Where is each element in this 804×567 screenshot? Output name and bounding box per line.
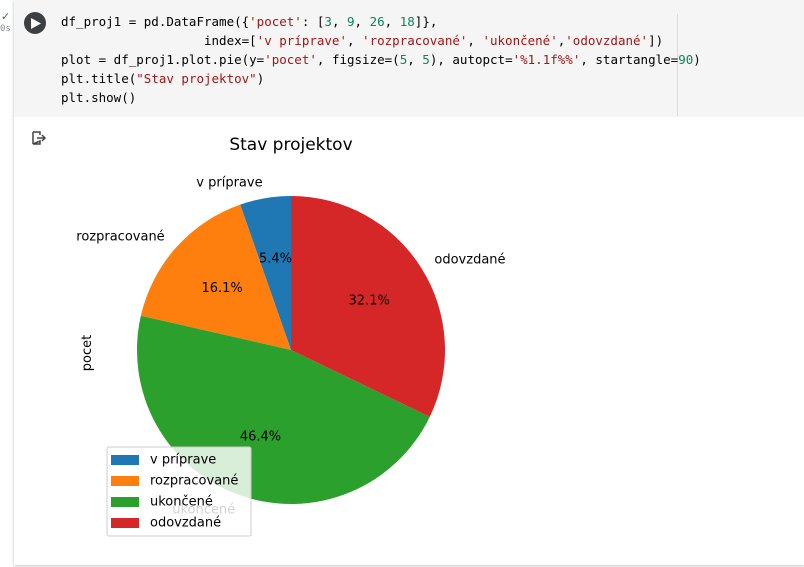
percent-label-v-priprave: 5.4%: [259, 251, 292, 266]
percent-labels: 5.4% 16.1% 46.4% 32.1%: [201, 251, 389, 444]
category-label-rozpracovane: rozpracované: [76, 230, 164, 245]
legend-label-odovzdane: odovzdané: [150, 516, 221, 531]
slice-rozpracovane: [140, 204, 291, 350]
editor-ruler: [677, 14, 678, 116]
percent-label-ukoncene: 46.4%: [240, 430, 281, 445]
code-line-3: plot = df_proj1.plot.pie(y='pocet', figs…: [61, 52, 701, 67]
legend-swatch-ukoncene: [111, 497, 139, 507]
code-line-2: index=['v príprave', 'rozpracované', 'uk…: [61, 33, 664, 48]
legend-label-ukoncene: ukončené: [150, 495, 213, 510]
legend-swatch-v-priprave: [111, 455, 139, 465]
legend-swatch-odovzdane: [111, 518, 139, 528]
code-editor[interactable]: df_proj1 = pd.DataFrame({'pocet': [3, 9,…: [55, 0, 804, 117]
percent-label-rozpracovane: 16.1%: [201, 281, 242, 296]
run-cell-button[interactable]: [24, 12, 46, 34]
success-check-icon: ✓: [1, 10, 11, 23]
pie-chart: Stav projektov pocet v príprave rozpracov…: [76, 135, 506, 537]
legend-label-v-priprave: v príprave: [150, 453, 216, 468]
code-text[interactable]: df_proj1 = pd.DataFrame({'pocet': [3, 9,…: [61, 12, 701, 107]
category-label-v-priprave: v príprave: [196, 176, 262, 191]
execution-status: ✓ 0s: [0, 10, 14, 38]
chart-title: Stav projektov: [229, 135, 352, 155]
legend-swatch-rozpracovane: [111, 476, 139, 486]
category-label-odovzdane: odovzdané: [434, 252, 505, 267]
chart-legend: v príprave rozpracované ukončené odovzdané: [106, 446, 252, 537]
code-line-5: plt.show(): [61, 90, 137, 105]
legend-frame: [106, 446, 252, 537]
code-line-4: plt.title("Stav projektov"): [61, 71, 265, 86]
output-toggle-icon[interactable]: [30, 130, 46, 146]
slice-v-priprave: [240, 196, 291, 350]
percent-label-odovzdane: 32.1%: [349, 293, 390, 308]
y-axis-label: pocet: [80, 335, 95, 371]
play-icon: [31, 18, 41, 29]
legend-label-rozpracovane: rozpracované: [150, 474, 238, 489]
slice-odovzdane: [291, 196, 446, 417]
execution-time: 0s: [0, 24, 11, 34]
code-cell: df_proj1 = pd.DataFrame({'pocet': [3, 9,…: [14, 0, 804, 567]
cell-gutter: [14, 0, 55, 117]
code-line-1: df_proj1 = pd.DataFrame({'pocet': [3, 9,…: [61, 14, 438, 29]
